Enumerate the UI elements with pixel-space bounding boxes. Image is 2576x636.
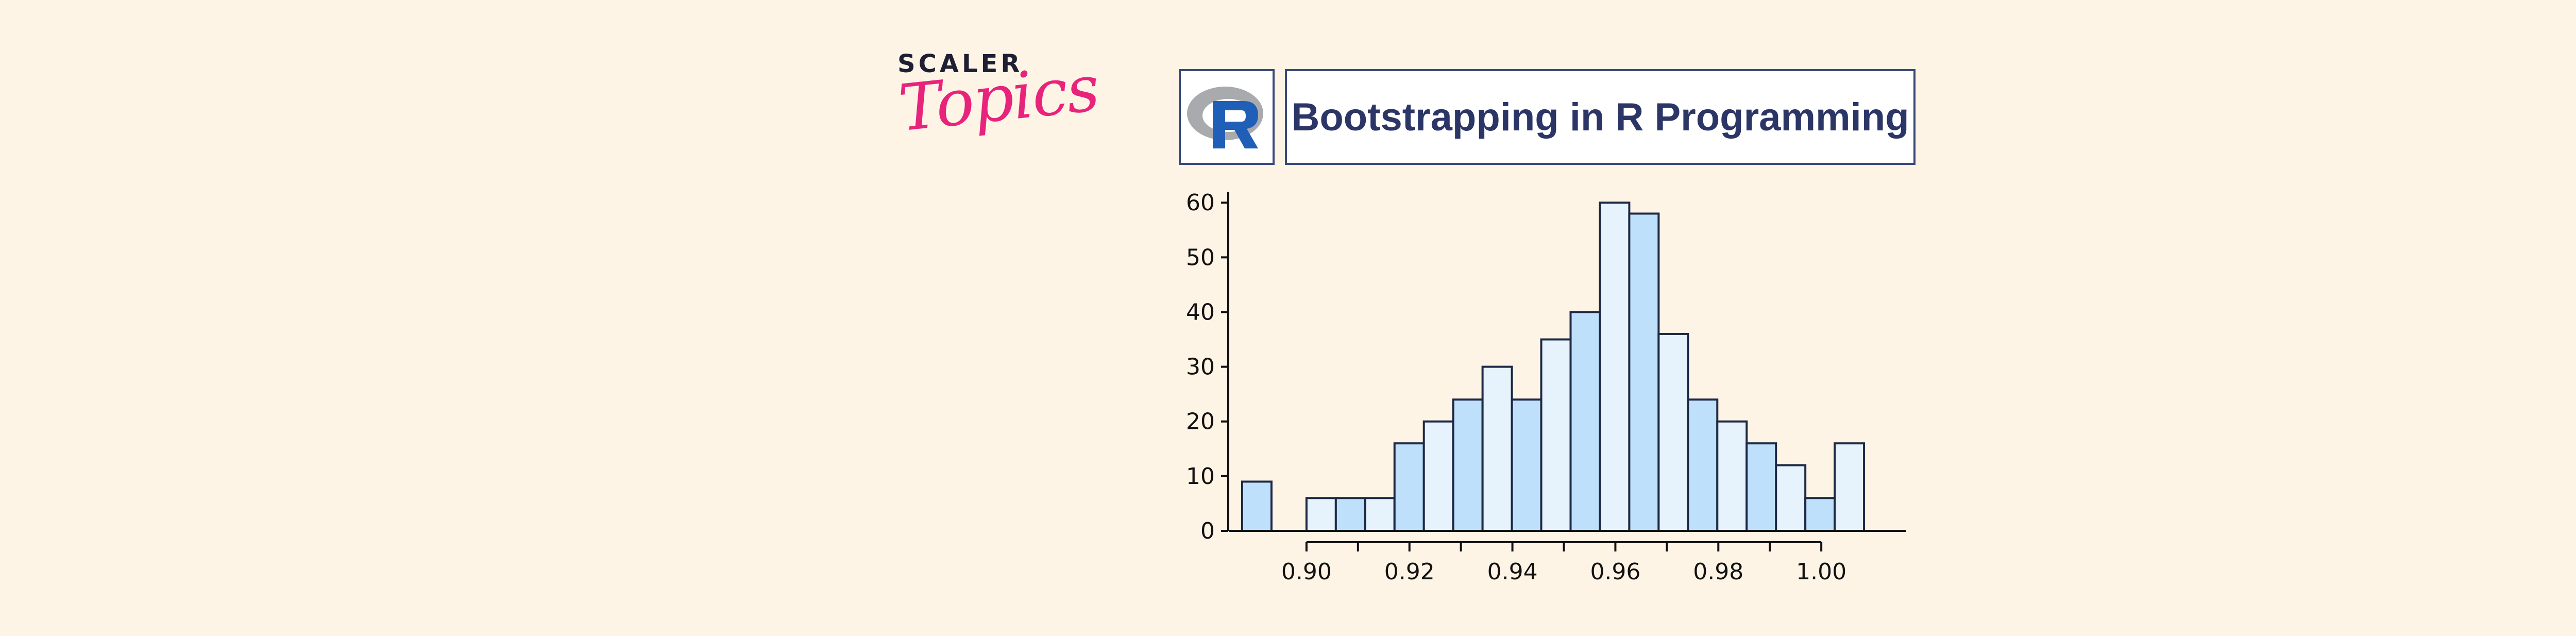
histogram-bar-2 xyxy=(1305,497,1337,532)
histogram-bar-15 xyxy=(1687,398,1719,532)
r-logo-icon xyxy=(1187,87,1263,148)
histogram-bar-5 xyxy=(1393,442,1425,532)
histogram-bar-3 xyxy=(1334,497,1366,532)
histogram-bar-6 xyxy=(1422,420,1454,532)
y-tick-label-60: 60 xyxy=(1186,190,1215,216)
histogram-bar-16 xyxy=(1716,420,1748,532)
histogram-bar-17 xyxy=(1745,442,1777,532)
y-tick-label-30: 30 xyxy=(1186,354,1215,380)
histogram-bar-12 xyxy=(1599,202,1631,532)
y-tick-label-0: 0 xyxy=(1200,518,1215,544)
r-logo-box xyxy=(1179,69,1275,165)
y-tick-label-20: 20 xyxy=(1186,409,1215,435)
histogram-bar-11 xyxy=(1569,311,1601,532)
axes-layer: 0 10 20 30 40 50 60 0.90 0.92 0.94 0.96 0.98 1.00 xyxy=(1186,190,1906,585)
page-title: Bootstrapping in R Programming xyxy=(1291,95,1909,139)
histogram-bar-1 xyxy=(1241,480,1273,532)
x-tick-label-0.98: 0.98 xyxy=(1693,559,1743,585)
title-box: Bootstrapping in R Programming xyxy=(1285,69,1916,165)
x-tick-label-0.92: 0.92 xyxy=(1384,559,1435,585)
histogram-bar-10 xyxy=(1540,338,1572,532)
bars-layer xyxy=(1241,202,1866,532)
histogram-bar-19 xyxy=(1804,497,1836,532)
x-tick-label-0.96: 0.96 xyxy=(1590,559,1640,585)
histogram-bar-13 xyxy=(1628,212,1660,532)
y-tick-label-10: 10 xyxy=(1186,463,1215,490)
histogram-bar-18 xyxy=(1775,464,1807,532)
histogram-bar-8 xyxy=(1481,365,1513,532)
x-tick-label-0.94: 0.94 xyxy=(1487,559,1538,585)
x-tick-label-0.90: 0.90 xyxy=(1281,559,1332,585)
histogram-bar-14 xyxy=(1657,332,1689,532)
y-tick-label-50: 50 xyxy=(1186,244,1215,271)
histogram-bar-4 xyxy=(1364,497,1396,532)
histogram-bar-20 xyxy=(1834,442,1866,532)
x-tick-label-1.00: 1.00 xyxy=(1796,559,1846,585)
logo-scaler-text: SCALER xyxy=(897,49,1023,78)
scaler-topics-logo: SCALER Topics xyxy=(895,49,1102,153)
histogram-bar-7 xyxy=(1452,398,1484,532)
histogram-bar-9 xyxy=(1511,398,1543,532)
y-tick-label-40: 40 xyxy=(1186,299,1215,325)
